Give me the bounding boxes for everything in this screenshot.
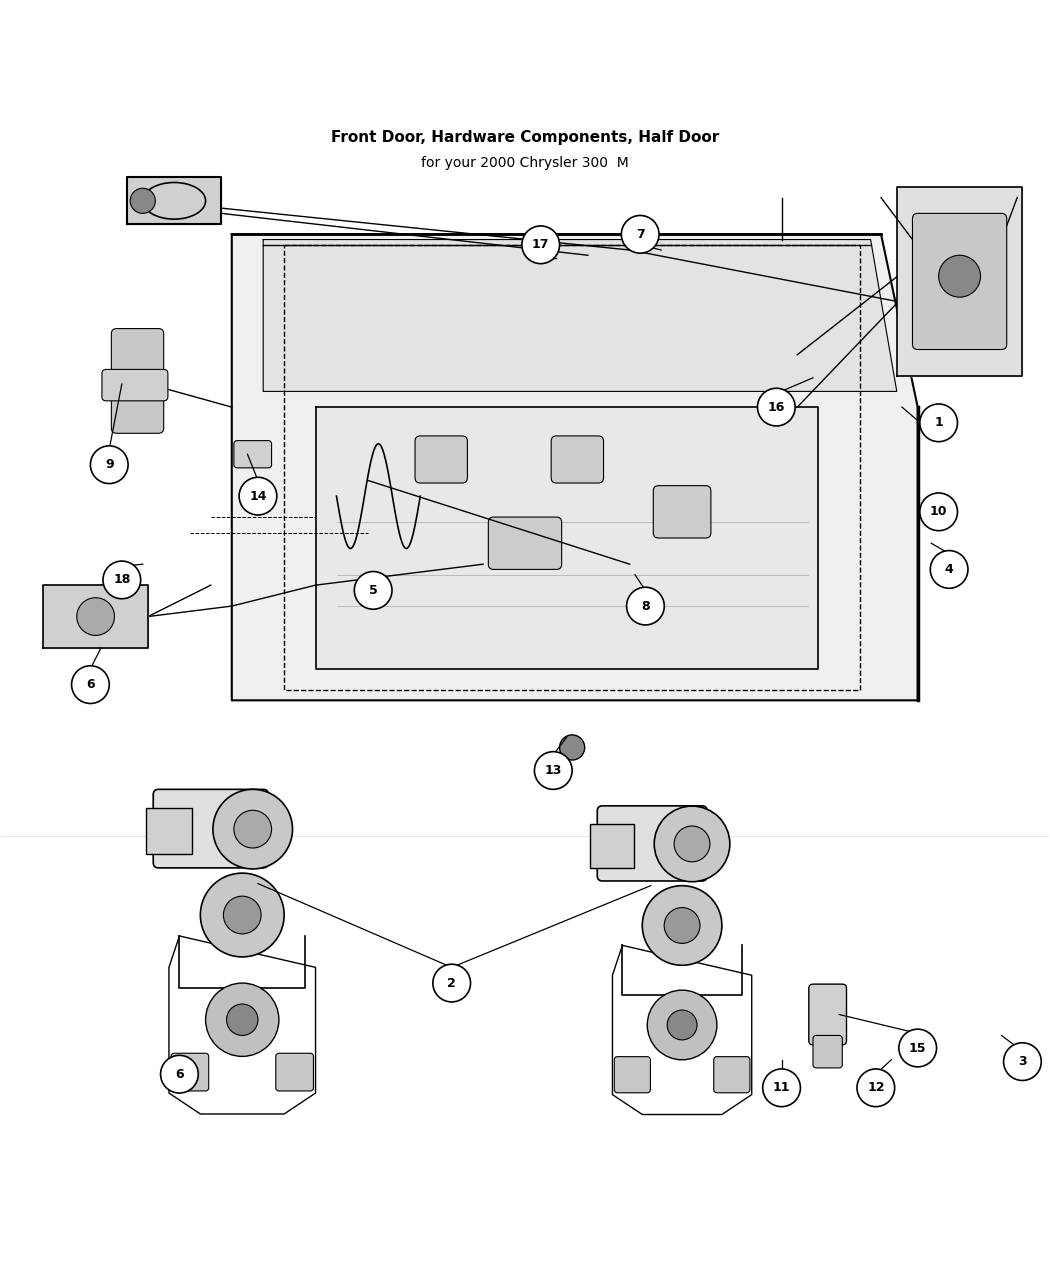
- Circle shape: [71, 666, 109, 704]
- Circle shape: [77, 598, 114, 635]
- Polygon shape: [127, 177, 222, 224]
- Circle shape: [201, 873, 285, 958]
- Circle shape: [939, 255, 981, 297]
- Circle shape: [899, 1029, 937, 1067]
- FancyBboxPatch shape: [415, 436, 467, 483]
- FancyBboxPatch shape: [146, 808, 192, 854]
- Circle shape: [757, 389, 795, 426]
- Circle shape: [647, 991, 717, 1060]
- Circle shape: [665, 908, 700, 944]
- Polygon shape: [316, 407, 818, 669]
- Text: 1: 1: [934, 417, 943, 430]
- Text: 12: 12: [867, 1081, 884, 1094]
- Text: 8: 8: [642, 599, 650, 612]
- Text: 5: 5: [369, 584, 378, 597]
- Text: Front Door, Hardware Components, Half Door: Front Door, Hardware Components, Half Do…: [331, 130, 719, 144]
- Circle shape: [667, 1010, 697, 1040]
- Text: 18: 18: [113, 574, 130, 586]
- Circle shape: [224, 896, 261, 933]
- Text: 7: 7: [636, 228, 645, 241]
- FancyBboxPatch shape: [153, 789, 269, 868]
- Circle shape: [161, 1056, 198, 1093]
- Circle shape: [522, 226, 560, 264]
- FancyBboxPatch shape: [912, 213, 1007, 349]
- Text: 3: 3: [1018, 1056, 1027, 1068]
- FancyBboxPatch shape: [488, 518, 562, 570]
- Circle shape: [674, 826, 710, 862]
- FancyBboxPatch shape: [171, 1053, 209, 1091]
- Circle shape: [930, 551, 968, 588]
- Circle shape: [643, 886, 722, 965]
- Circle shape: [103, 561, 141, 599]
- Circle shape: [622, 215, 659, 254]
- Circle shape: [534, 752, 572, 789]
- FancyBboxPatch shape: [653, 486, 711, 538]
- FancyBboxPatch shape: [551, 436, 604, 483]
- Circle shape: [206, 983, 279, 1057]
- Circle shape: [234, 811, 272, 848]
- Polygon shape: [897, 187, 1023, 376]
- Circle shape: [654, 806, 730, 882]
- Text: 6: 6: [175, 1067, 184, 1081]
- Circle shape: [560, 734, 585, 760]
- Text: 4: 4: [945, 564, 953, 576]
- FancyBboxPatch shape: [102, 370, 168, 400]
- FancyBboxPatch shape: [111, 329, 164, 434]
- Circle shape: [90, 446, 128, 483]
- Text: 13: 13: [545, 764, 562, 776]
- FancyBboxPatch shape: [590, 824, 634, 868]
- Polygon shape: [43, 585, 148, 648]
- FancyBboxPatch shape: [808, 984, 846, 1046]
- Circle shape: [627, 588, 665, 625]
- FancyBboxPatch shape: [714, 1057, 750, 1093]
- Text: 6: 6: [86, 678, 94, 691]
- Polygon shape: [264, 240, 897, 391]
- Text: 2: 2: [447, 977, 456, 989]
- Circle shape: [354, 571, 392, 609]
- FancyBboxPatch shape: [234, 441, 272, 468]
- Circle shape: [130, 189, 155, 213]
- FancyBboxPatch shape: [276, 1053, 314, 1091]
- FancyBboxPatch shape: [614, 1057, 650, 1093]
- Text: 10: 10: [930, 505, 947, 519]
- Circle shape: [1004, 1043, 1042, 1080]
- Circle shape: [762, 1068, 800, 1107]
- Text: 17: 17: [532, 238, 549, 251]
- Circle shape: [227, 1003, 258, 1035]
- Text: for your 2000 Chrysler 300  M: for your 2000 Chrysler 300 M: [421, 156, 629, 170]
- Circle shape: [920, 404, 958, 441]
- FancyBboxPatch shape: [597, 806, 708, 881]
- Circle shape: [433, 964, 470, 1002]
- Circle shape: [239, 477, 277, 515]
- Text: 15: 15: [909, 1042, 926, 1054]
- Text: 11: 11: [773, 1081, 791, 1094]
- Circle shape: [920, 493, 958, 530]
- Circle shape: [857, 1068, 895, 1107]
- Circle shape: [213, 789, 293, 870]
- Polygon shape: [232, 235, 918, 700]
- Text: 14: 14: [249, 490, 267, 502]
- Text: 9: 9: [105, 458, 113, 472]
- Text: 16: 16: [768, 400, 785, 413]
- FancyBboxPatch shape: [813, 1035, 842, 1068]
